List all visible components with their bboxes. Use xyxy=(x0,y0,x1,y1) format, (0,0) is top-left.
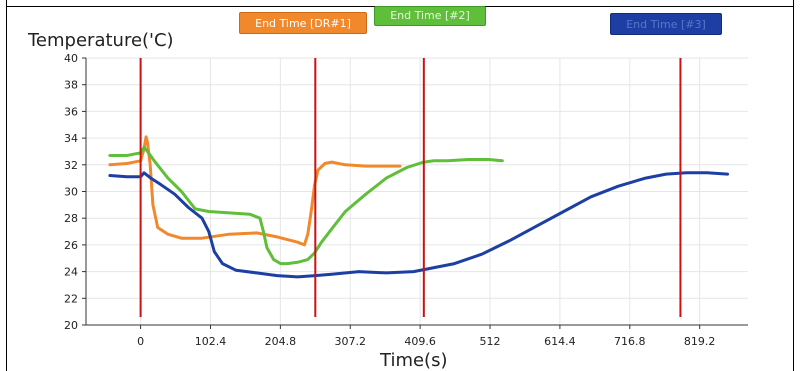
y-tick-label-2: 24 xyxy=(64,266,78,279)
x-tick-label-0: 0 xyxy=(137,335,144,348)
y-tick-label-1: 22 xyxy=(64,292,78,305)
y-tick-label-7: 34 xyxy=(64,132,78,145)
y-tick-label-0: 20 xyxy=(64,319,78,332)
x-tick-label-4: 409.6 xyxy=(404,335,436,348)
x-axis-label: Time(s) xyxy=(380,350,448,371)
series-line-1 xyxy=(108,145,504,266)
x-tick-label-7: 716.8 xyxy=(614,335,646,348)
y-tick-label-9: 38 xyxy=(64,79,78,92)
y-axis-label: Temperature('C) xyxy=(28,30,174,51)
y-tick-label-8: 36 xyxy=(64,105,78,118)
y-tick-label-3: 26 xyxy=(64,239,78,252)
end-time-tag-2[interactable]: End Time [#2] xyxy=(374,6,486,26)
x-tick-label-8: 819.2 xyxy=(684,335,716,348)
y-tick-label-4: 28 xyxy=(64,212,78,225)
x-tick-label-2: 204.8 xyxy=(265,335,297,348)
x-tick-label-5: 512 xyxy=(480,335,501,348)
x-tick-label-3: 307.2 xyxy=(335,335,367,348)
series-line-2 xyxy=(108,171,729,279)
end-time-tag-1[interactable]: End Time [DR#1] xyxy=(239,12,367,34)
x-tick-label-1: 102.4 xyxy=(195,335,227,348)
x-tick-label-6: 614.4 xyxy=(544,335,576,348)
y-tick-label-5: 30 xyxy=(64,186,78,199)
y-tick-label-6: 32 xyxy=(64,159,78,172)
end-time-tag-3[interactable]: End Time [#3] xyxy=(610,13,722,35)
y-tick-label-10: 40 xyxy=(64,52,78,65)
chart-frame xyxy=(6,0,794,371)
series-line-0 xyxy=(108,135,402,247)
